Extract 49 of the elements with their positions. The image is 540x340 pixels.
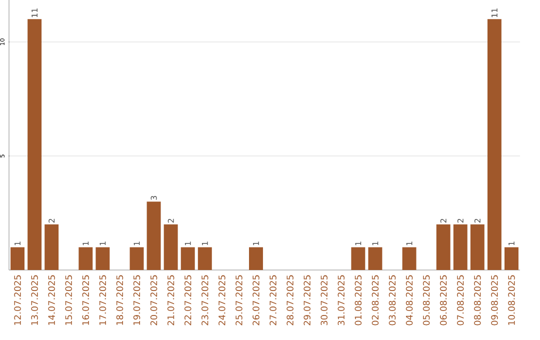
x-tick-label: 24.07.2025: [218, 275, 226, 326]
bar: [10, 247, 24, 270]
bar: [453, 224, 468, 270]
bar: [146, 202, 161, 270]
bar: [44, 224, 59, 270]
bar: [402, 247, 416, 270]
x-tick-label: 06.08.2025: [440, 275, 447, 326]
x-tick-label: 21.07.2025: [167, 275, 174, 326]
x-tick-label: 14.07.2025: [48, 275, 55, 325]
bar: [504, 247, 518, 270]
x-tick-label: 30.07.2025: [320, 275, 328, 326]
x-tick-label: 22.07.2025: [184, 275, 192, 326]
x-tick-label: 03.08.2025: [388, 275, 396, 326]
bar: [164, 224, 178, 270]
x-tick-label: 23.07.2025: [201, 275, 208, 326]
x-tick-label: 04.08.2025: [406, 275, 413, 326]
x-tick-label: 27.07.2025: [270, 275, 276, 326]
x-tick-label: 28.07.2025: [286, 275, 294, 326]
x-tick-label: 20.07.2025: [150, 275, 158, 326]
bar: [436, 224, 450, 270]
bar: [28, 19, 42, 270]
x-tick-label: 02.08.2025: [372, 275, 379, 326]
bar: [368, 247, 382, 270]
bar: [180, 247, 195, 270]
bar: [130, 247, 144, 270]
bar: [198, 247, 212, 270]
x-tick-label: 19.07.2025: [133, 275, 140, 325]
x-tick-label: 26.07.2025: [252, 275, 260, 326]
x-tick-label: 31.07.2025: [338, 275, 345, 326]
bar: [249, 247, 263, 270]
x-tick-label: 13.07.2025: [31, 275, 38, 325]
x-tick-label: 29.07.2025: [304, 275, 310, 326]
x-tick-label: 07.08.2025: [456, 275, 464, 326]
x-tick-label: 17.07.2025: [99, 275, 106, 325]
bar: [470, 224, 484, 270]
bar: [96, 247, 110, 270]
x-tick-label: 15.07.2025: [65, 275, 72, 325]
x-tick-label: 09.08.2025: [491, 275, 498, 326]
bar: [487, 19, 502, 270]
bar: [351, 247, 366, 270]
x-tick-label: 08.08.2025: [474, 275, 481, 326]
x-tick-label: 18.07.2025: [116, 275, 124, 325]
x-tick-label: 25.07.2025: [236, 275, 242, 326]
x-tick-label: 12.07.2025: [14, 275, 21, 325]
x-tick-label: 05.08.2025: [422, 275, 430, 326]
x-tick-label: 01.08.2025: [354, 275, 362, 326]
x-tick-label: 10.08.2025: [508, 275, 515, 325]
bar: [78, 247, 93, 270]
x-tick-label: 16.07.2025: [82, 275, 90, 325]
